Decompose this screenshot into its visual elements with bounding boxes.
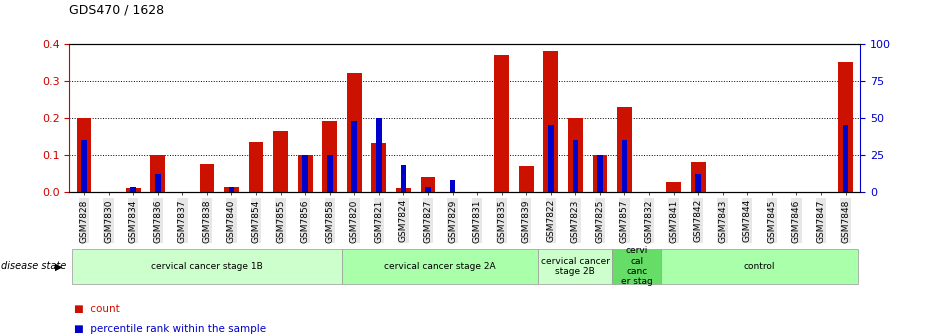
Bar bbox=[622, 140, 627, 192]
Bar bbox=[298, 155, 313, 192]
Bar bbox=[130, 187, 136, 192]
Text: cervical cancer stage 2A: cervical cancer stage 2A bbox=[385, 262, 496, 271]
Text: ■  percentile rank within the sample: ■ percentile rank within the sample bbox=[74, 324, 266, 334]
Bar bbox=[81, 140, 87, 192]
Bar bbox=[327, 155, 332, 192]
Bar bbox=[666, 182, 681, 192]
Bar bbox=[519, 166, 534, 192]
Bar bbox=[421, 177, 436, 192]
Bar bbox=[450, 180, 455, 192]
Text: cervical cancer
stage 2B: cervical cancer stage 2B bbox=[541, 257, 610, 276]
Bar bbox=[696, 174, 701, 192]
Bar bbox=[396, 188, 411, 192]
Bar bbox=[426, 187, 431, 192]
Bar bbox=[401, 165, 406, 192]
Text: GDS470 / 1628: GDS470 / 1628 bbox=[69, 4, 165, 17]
Bar bbox=[573, 140, 578, 192]
Bar bbox=[302, 155, 308, 192]
Bar bbox=[322, 121, 337, 192]
Bar bbox=[617, 107, 632, 192]
Bar bbox=[126, 188, 141, 192]
Bar bbox=[494, 55, 509, 192]
Bar bbox=[200, 164, 215, 192]
Bar bbox=[228, 187, 234, 192]
Text: ■  count: ■ count bbox=[74, 304, 119, 314]
Bar bbox=[376, 118, 382, 192]
Text: cervical cancer stage 1B: cervical cancer stage 1B bbox=[151, 262, 263, 271]
Bar bbox=[155, 174, 161, 192]
Text: disease state: disease state bbox=[1, 261, 67, 271]
Bar bbox=[249, 142, 264, 192]
Bar bbox=[548, 125, 553, 192]
Bar bbox=[838, 62, 853, 192]
Bar bbox=[691, 162, 706, 192]
Text: cervi
cal
canc
er stag: cervi cal canc er stag bbox=[621, 246, 653, 286]
Bar bbox=[273, 131, 288, 192]
Bar bbox=[352, 121, 357, 192]
Bar bbox=[568, 118, 583, 192]
Bar bbox=[151, 155, 166, 192]
Bar bbox=[843, 125, 848, 192]
Bar bbox=[543, 51, 558, 192]
Bar bbox=[598, 155, 603, 192]
Bar bbox=[77, 118, 92, 192]
Bar bbox=[372, 143, 387, 192]
Bar bbox=[593, 155, 608, 192]
Text: control: control bbox=[744, 262, 775, 271]
Bar bbox=[224, 187, 239, 192]
Bar bbox=[347, 73, 362, 192]
Text: ▶: ▶ bbox=[55, 261, 62, 271]
